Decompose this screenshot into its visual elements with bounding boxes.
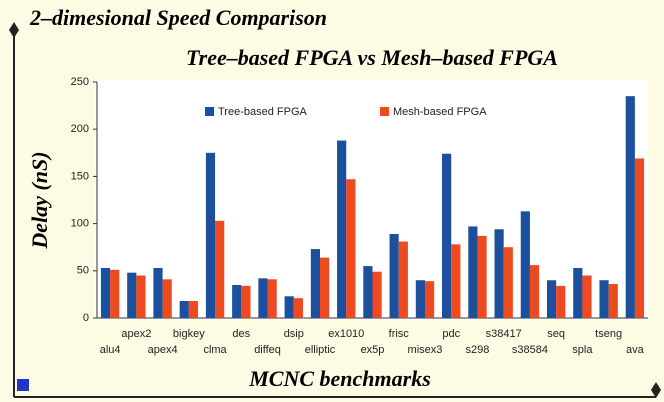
- x-tick-label: diffeq: [254, 344, 281, 356]
- bar: [573, 267, 583, 318]
- bar: [424, 281, 435, 318]
- x-tick-label: bigkey: [173, 328, 205, 340]
- x-tick-label: frisc: [389, 328, 410, 340]
- x-axis-label: MCNC benchmarks: [248, 366, 431, 391]
- bar: [179, 301, 189, 318]
- bar: [389, 233, 399, 318]
- bar: [136, 275, 146, 318]
- frame-diamond: [651, 382, 661, 398]
- x-tick-label: misex3: [408, 344, 443, 356]
- y-tick-label: 150: [71, 170, 89, 182]
- x-tick-label: ex5p: [361, 344, 385, 356]
- bar: [215, 220, 225, 318]
- chart-subtitle: Tree–based FPGA vs Mesh–based FPGA: [186, 45, 558, 70]
- bar: [494, 229, 504, 318]
- bar: [267, 279, 277, 318]
- bar: [346, 179, 356, 318]
- bar: [241, 285, 251, 318]
- x-tick-label: s38584: [512, 344, 548, 356]
- bar: [415, 280, 425, 318]
- bar: [363, 266, 373, 318]
- x-tick-label: des: [232, 328, 250, 340]
- bar: [556, 285, 566, 318]
- y-tick-label: 0: [83, 312, 89, 324]
- bar: [529, 265, 540, 318]
- bar: [162, 279, 172, 318]
- bar: [110, 269, 120, 318]
- y-tick-label: 200: [71, 123, 89, 135]
- x-tick-label: apex4: [148, 344, 178, 356]
- bar: [451, 244, 461, 318]
- bar: [520, 211, 530, 318]
- bar: [100, 267, 111, 318]
- bar: [608, 284, 618, 318]
- legend-label: Mesh-based FPGA: [393, 106, 487, 118]
- y-axis-label: Delay (nS): [27, 151, 52, 249]
- y-tick-label: 100: [71, 218, 89, 230]
- bar: [503, 247, 513, 318]
- bar: [284, 296, 294, 318]
- x-tick-label: s38417: [486, 328, 522, 340]
- bar: [293, 298, 303, 318]
- bar: [599, 280, 609, 318]
- bar: [634, 158, 645, 318]
- chart-title: 2–dimesional Speed Comparison: [29, 5, 327, 30]
- x-tick-label: apex2: [121, 328, 151, 340]
- bar: [188, 301, 199, 318]
- x-tick-label: elliptic: [305, 344, 336, 356]
- legend-label: Tree-based FPGA: [218, 106, 308, 118]
- bar: [320, 257, 330, 318]
- frame-square: [17, 379, 29, 391]
- bar: [625, 96, 635, 318]
- x-tick-label: dsip: [284, 328, 304, 340]
- x-tick-label: alu4: [100, 344, 121, 356]
- bar: [372, 271, 382, 318]
- legend-swatch: [380, 107, 389, 116]
- x-tick-label: ex1010: [328, 328, 364, 340]
- legend-swatch: [205, 107, 214, 116]
- y-tick-label: 250: [71, 76, 89, 88]
- bar: [477, 235, 487, 318]
- bar: [232, 284, 242, 318]
- x-tick-label: ava: [626, 344, 645, 356]
- x-tick-label: s298: [466, 344, 490, 356]
- frame-diamond: [9, 22, 19, 38]
- x-tick-label: seq: [547, 328, 565, 340]
- bar: [546, 280, 557, 318]
- bar: [205, 152, 216, 318]
- y-tick-label: 50: [77, 265, 89, 277]
- bar: [442, 153, 452, 318]
- x-tick-label: tseng: [595, 328, 622, 340]
- bar: [258, 278, 268, 318]
- x-tick-label: pdc: [442, 328, 460, 340]
- bar: [582, 275, 592, 318]
- bar: [398, 241, 408, 318]
- bar: [310, 249, 321, 318]
- bar: [153, 267, 163, 318]
- bar: [127, 272, 137, 318]
- bar: [468, 226, 478, 318]
- bar: [337, 140, 347, 318]
- x-tick-label: spla: [572, 344, 593, 356]
- x-tick-label: clma: [203, 344, 227, 356]
